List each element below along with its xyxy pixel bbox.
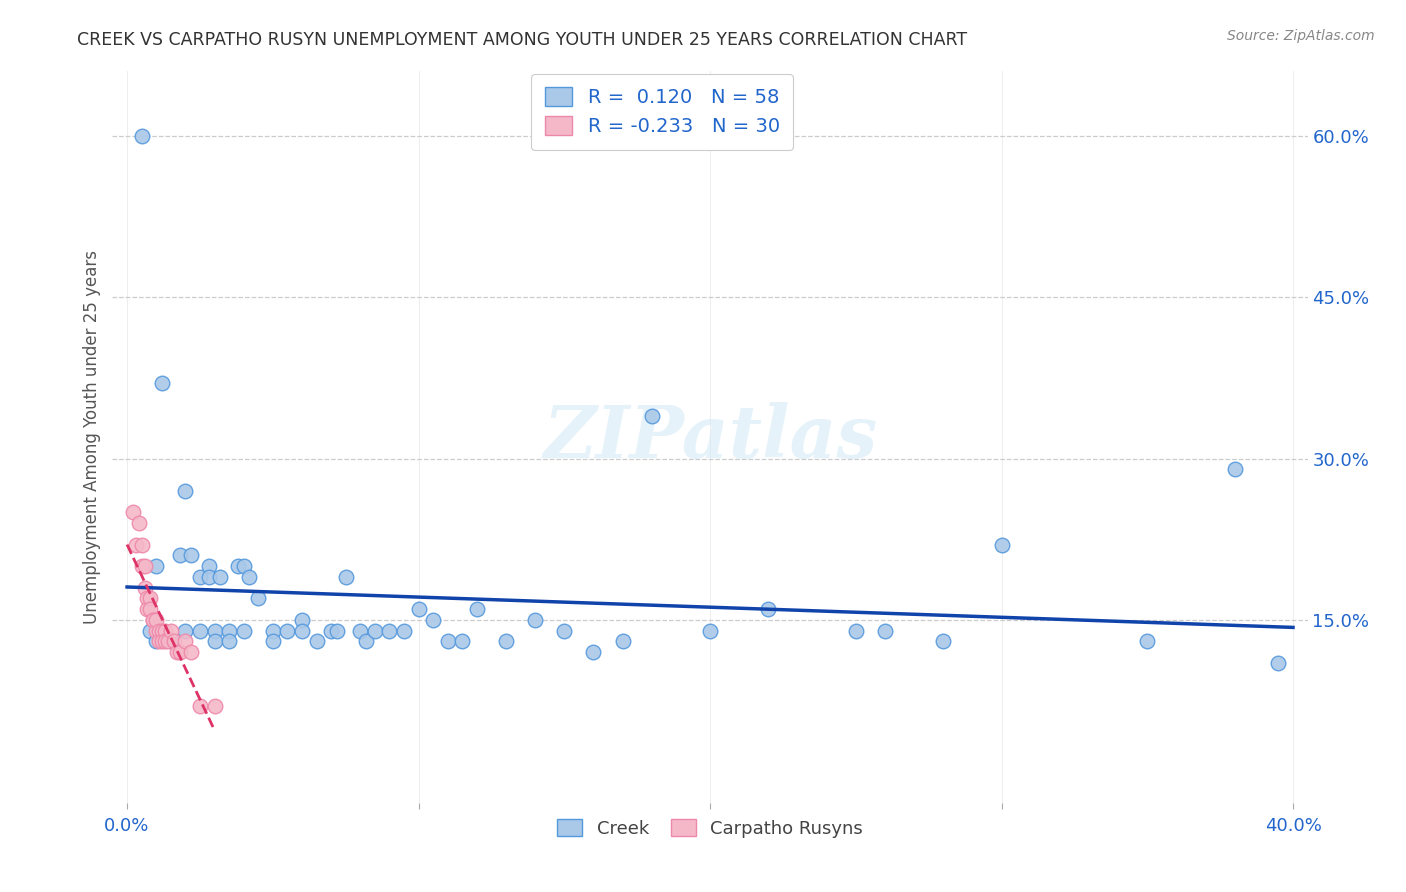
- Point: [145, 559, 167, 574]
- Point: [142, 613, 165, 627]
- Point: [451, 634, 474, 648]
- Point: [990, 538, 1012, 552]
- Point: [131, 559, 153, 574]
- Point: [873, 624, 896, 638]
- Point: [465, 602, 488, 616]
- Point: [408, 602, 430, 616]
- Point: [247, 591, 270, 606]
- Legend: Creek, Carpatho Rusyns: Creek, Carpatho Rusyns: [550, 812, 870, 845]
- Point: [291, 613, 314, 627]
- Point: [845, 624, 868, 638]
- Point: [174, 624, 197, 638]
- Point: [291, 624, 314, 638]
- Point: [150, 624, 173, 638]
- Point: [612, 634, 634, 648]
- Point: [262, 634, 284, 648]
- Point: [392, 624, 415, 638]
- Point: [169, 549, 191, 563]
- Point: [188, 570, 211, 584]
- Point: [495, 634, 517, 648]
- Point: [756, 602, 779, 616]
- Point: [276, 624, 298, 638]
- Point: [166, 645, 188, 659]
- Point: [232, 559, 254, 574]
- Point: [128, 516, 150, 530]
- Point: [136, 591, 159, 606]
- Point: [305, 634, 328, 648]
- Point: [145, 613, 167, 627]
- Point: [197, 559, 219, 574]
- Point: [159, 634, 181, 648]
- Point: [1136, 634, 1159, 648]
- Point: [174, 634, 197, 648]
- Text: Source: ZipAtlas.com: Source: ZipAtlas.com: [1227, 29, 1375, 43]
- Point: [136, 602, 159, 616]
- Point: [436, 634, 458, 648]
- Point: [145, 634, 167, 648]
- Point: [125, 538, 148, 552]
- Point: [1223, 462, 1246, 476]
- Point: [218, 634, 240, 648]
- Point: [204, 624, 226, 638]
- Point: [641, 409, 664, 423]
- Point: [188, 624, 211, 638]
- Point: [153, 634, 176, 648]
- Point: [204, 698, 226, 713]
- Point: [134, 559, 156, 574]
- Point: [139, 591, 162, 606]
- Point: [150, 634, 173, 648]
- Point: [582, 645, 605, 659]
- Point: [262, 624, 284, 638]
- Point: [134, 581, 156, 595]
- Point: [169, 645, 191, 659]
- Point: [159, 624, 181, 638]
- Point: [150, 376, 173, 391]
- Y-axis label: Unemployment Among Youth under 25 years: Unemployment Among Youth under 25 years: [83, 250, 101, 624]
- Point: [335, 570, 357, 584]
- Point: [378, 624, 401, 638]
- Point: [180, 549, 202, 563]
- Point: [163, 634, 186, 648]
- Point: [422, 613, 444, 627]
- Point: [148, 624, 170, 638]
- Point: [131, 538, 153, 552]
- Point: [209, 570, 232, 584]
- Point: [364, 624, 387, 638]
- Point: [349, 624, 371, 638]
- Point: [139, 602, 162, 616]
- Point: [145, 624, 167, 638]
- Point: [354, 634, 377, 648]
- Point: [188, 698, 211, 713]
- Point: [148, 634, 170, 648]
- Point: [1267, 656, 1289, 670]
- Point: [932, 634, 955, 648]
- Point: [142, 613, 165, 627]
- Point: [553, 624, 575, 638]
- Point: [180, 645, 202, 659]
- Point: [153, 624, 176, 638]
- Point: [319, 624, 342, 638]
- Point: [156, 634, 179, 648]
- Point: [326, 624, 349, 638]
- Point: [131, 128, 153, 143]
- Point: [232, 624, 254, 638]
- Text: ZIPatlas: ZIPatlas: [543, 401, 877, 473]
- Point: [218, 624, 240, 638]
- Point: [139, 624, 162, 638]
- Point: [197, 570, 219, 584]
- Point: [174, 483, 197, 498]
- Point: [524, 613, 547, 627]
- Point: [122, 505, 145, 519]
- Point: [204, 634, 226, 648]
- Point: [699, 624, 721, 638]
- Point: [238, 570, 260, 584]
- Text: CREEK VS CARPATHO RUSYN UNEMPLOYMENT AMONG YOUTH UNDER 25 YEARS CORRELATION CHAR: CREEK VS CARPATHO RUSYN UNEMPLOYMENT AMO…: [77, 31, 967, 49]
- Point: [226, 559, 249, 574]
